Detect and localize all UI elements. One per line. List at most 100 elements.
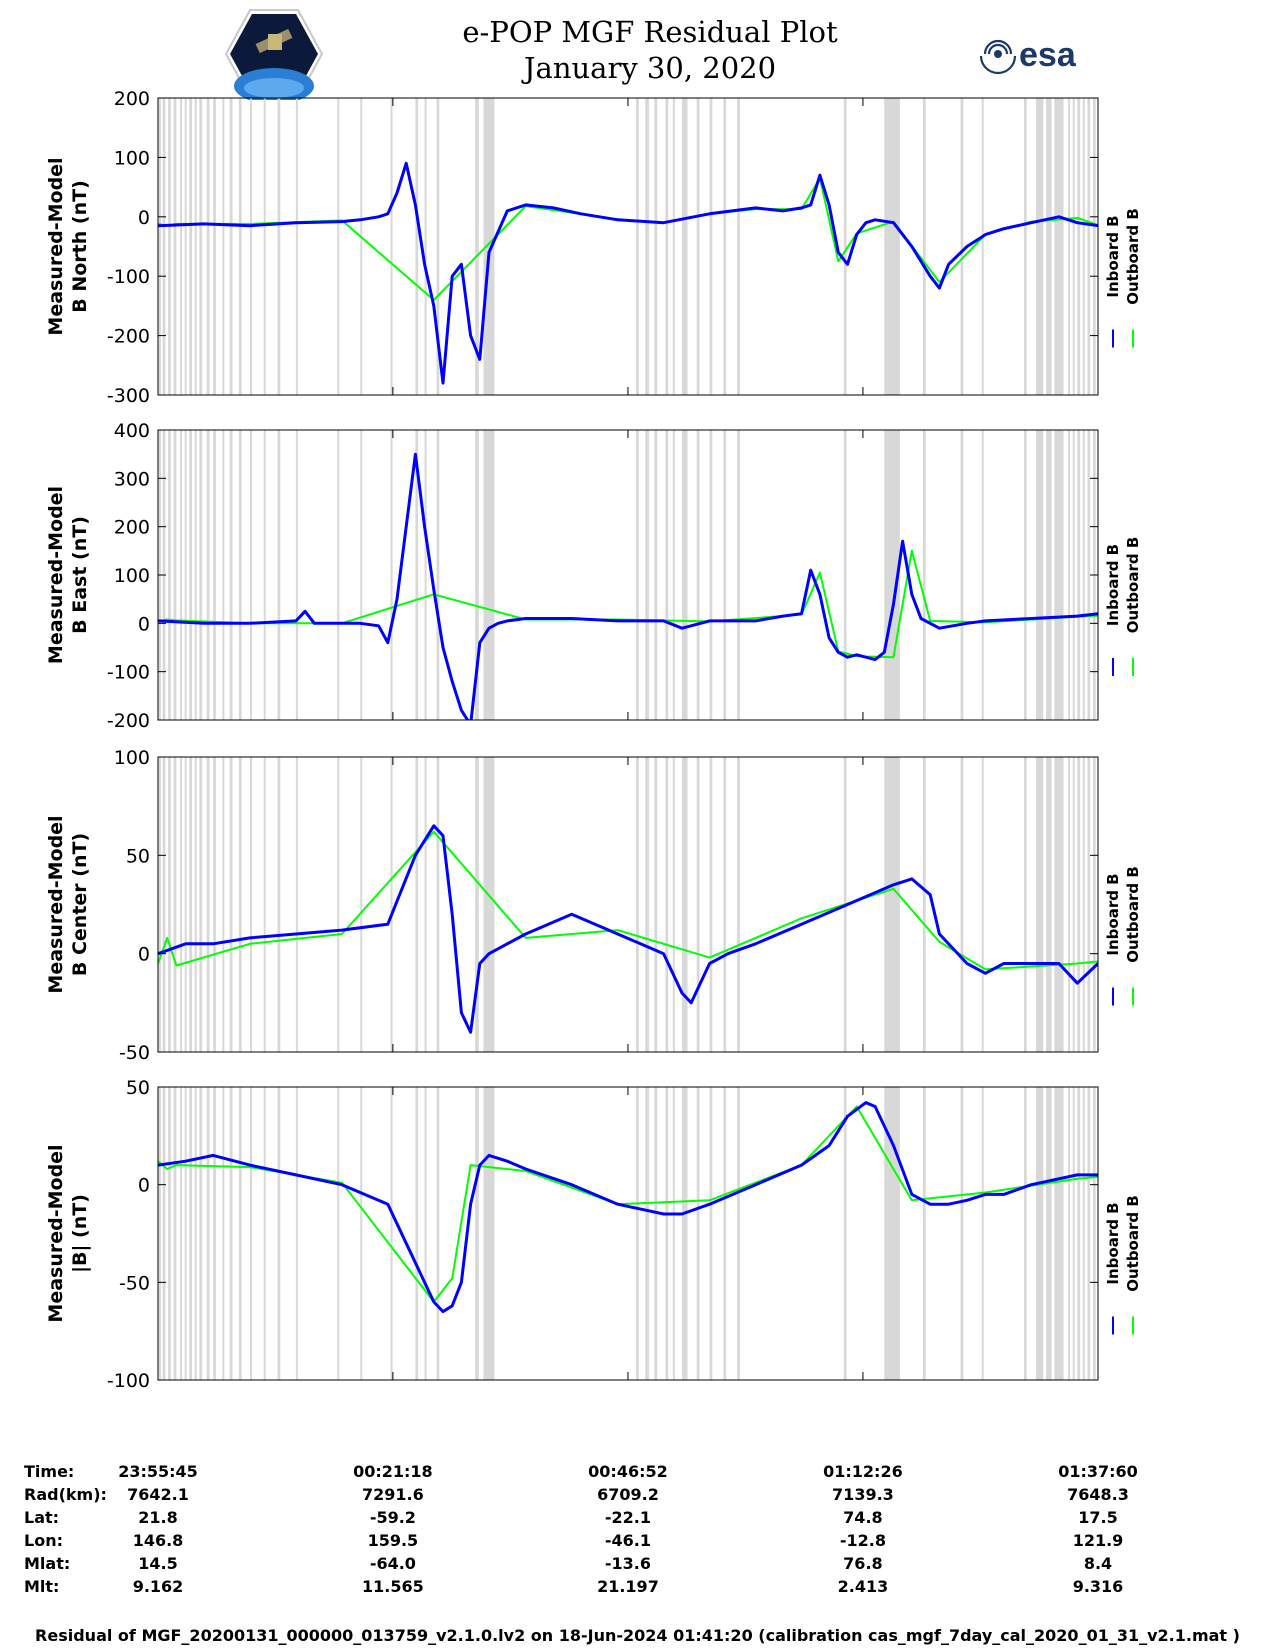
gap-band — [206, 98, 210, 395]
gap-band — [645, 98, 649, 395]
gap-band — [238, 98, 242, 395]
gap-band — [390, 98, 393, 395]
gap-band — [922, 430, 926, 720]
legend-label: Inboard B — [1104, 544, 1122, 626]
y-tick-label: -100 — [107, 662, 150, 684]
gap-band — [672, 430, 675, 720]
gap-band — [168, 98, 171, 395]
gap-band — [360, 757, 363, 1052]
gap-band — [723, 430, 727, 720]
gap-band — [1077, 430, 1081, 720]
date-line: January 30, 2020 — [523, 51, 777, 85]
gap-band — [1072, 430, 1075, 720]
outboard-series-line — [158, 1105, 1098, 1303]
gap-band — [737, 757, 740, 1052]
gap-band — [1023, 430, 1027, 720]
gap-band — [981, 98, 984, 395]
gap-band — [158, 98, 161, 395]
gap-band — [654, 757, 658, 1052]
gap-band — [1087, 757, 1091, 1052]
info-cell: 9.316 — [1072, 1577, 1124, 1596]
panel-2: -200 -100 0 100 200 300 400 Measured-Model B Eas… — [45, 420, 1142, 732]
info-cell: 146.8 — [132, 1531, 184, 1550]
series-group — [158, 1101, 1098, 1314]
gap-band — [436, 1087, 440, 1380]
gap-band — [1046, 98, 1052, 395]
gap-band — [636, 430, 639, 720]
gap-band — [981, 1087, 984, 1380]
gap-band — [1087, 98, 1091, 395]
gap-band — [337, 1087, 340, 1380]
gap-band — [229, 1087, 233, 1380]
gap-band — [213, 430, 216, 720]
gap-band — [1035, 757, 1044, 1052]
gap-band — [483, 1087, 495, 1380]
gap-band — [636, 1087, 639, 1380]
y-axis-label: Measured-Model |B| (nT) — [45, 1144, 91, 1322]
gap-band — [1087, 1087, 1091, 1380]
gap-band — [1087, 430, 1091, 720]
y-tick-label: 300 — [114, 468, 150, 490]
gap-band — [213, 757, 216, 1052]
y-tick-label: 100 — [114, 147, 150, 169]
gap-band — [222, 757, 225, 1052]
legend-label: Outboard B — [1124, 208, 1142, 305]
gap-band — [1035, 98, 1044, 395]
data-gap-shading — [158, 98, 1096, 395]
gap-band — [238, 757, 242, 1052]
info-cell: 01:12:26 — [823, 1462, 903, 1481]
gap-band — [682, 757, 688, 1052]
gap-band — [158, 1087, 161, 1380]
y-tick-label: -200 — [107, 326, 150, 348]
gap-band — [222, 98, 225, 395]
gap-band — [390, 757, 393, 1052]
gap-band — [415, 1087, 419, 1380]
footer-caption: Residual of MGF_20200131_000000_013759_v… — [35, 1626, 1240, 1645]
gap-band — [337, 430, 340, 720]
gap-band — [737, 1087, 740, 1380]
gap-band — [723, 98, 727, 395]
cassiope-logo — [224, 9, 324, 100]
gap-band — [1082, 1087, 1085, 1380]
gap-band — [168, 1087, 171, 1380]
gap-band — [180, 98, 183, 395]
gap-band — [1072, 757, 1075, 1052]
gap-band — [189, 757, 193, 1052]
gap-band — [737, 430, 740, 720]
gap-band — [843, 1087, 847, 1380]
gap-band — [229, 757, 233, 1052]
gap-band — [206, 430, 210, 720]
plot-frame — [157, 756, 1099, 1053]
y-axis-label-line: Measured-Model — [45, 1144, 67, 1322]
gap-band — [1072, 1087, 1075, 1380]
info-cell: -13.6 — [604, 1554, 652, 1573]
gap-band — [189, 1087, 193, 1380]
gap-band — [173, 98, 177, 395]
y-tick-label: -50 — [119, 1042, 150, 1064]
inboard-series-line — [158, 452, 1098, 720]
orbit-info-table: Time: 23:55:45 00:21:18 00:46:52 01:12:26 01:… — [0, 1462, 1275, 1632]
y-tick-label: 100 — [114, 747, 150, 769]
gap-band — [180, 430, 183, 720]
gap-band — [709, 757, 713, 1052]
panel-3: -50 0 50 100 Measured-Model B Center (nT) Inbo… — [45, 747, 1142, 1064]
gap-band — [415, 757, 419, 1052]
gap-band — [436, 430, 440, 720]
info-cell: 121.9 — [1072, 1531, 1124, 1550]
gap-band — [665, 757, 669, 1052]
legend-label: Inboard B — [1104, 873, 1122, 955]
gap-band — [645, 757, 649, 1052]
gap-band — [162, 98, 166, 395]
info-cell: 7139.3 — [832, 1485, 894, 1504]
info-cell: 74.8 — [843, 1508, 883, 1527]
info-cell: 21.197 — [597, 1577, 659, 1596]
gap-band — [960, 757, 964, 1052]
info-cell: -46.1 — [604, 1531, 652, 1550]
gap-band — [475, 757, 479, 1052]
gap-band — [1068, 98, 1071, 395]
gap-band — [696, 1087, 700, 1380]
data-gap-shading — [158, 430, 1096, 720]
gap-band — [222, 430, 225, 720]
series-group — [158, 452, 1098, 720]
